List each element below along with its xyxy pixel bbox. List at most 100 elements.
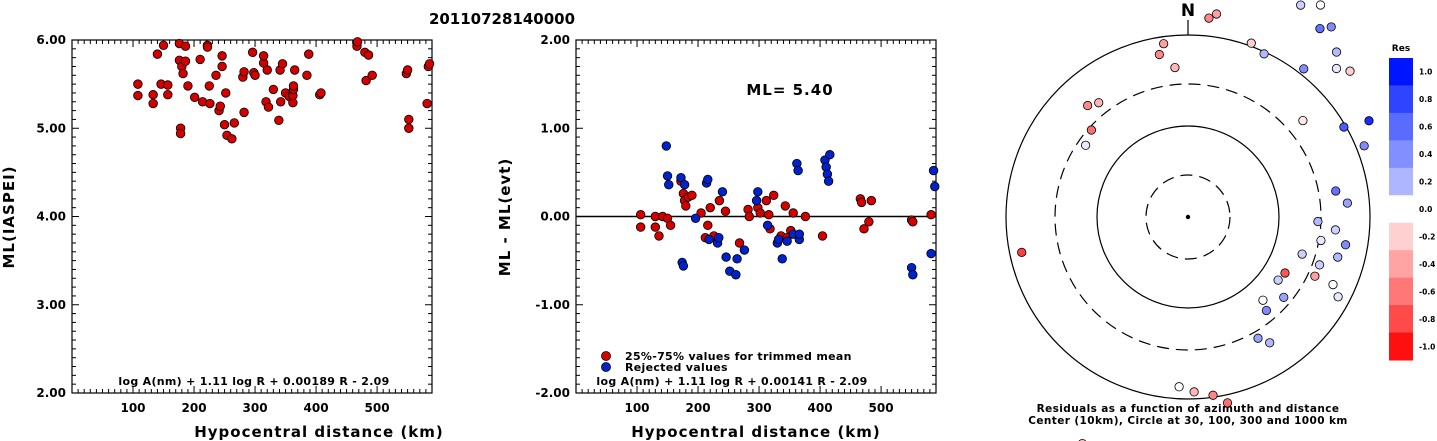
panel2-point-trimmed — [720, 206, 731, 216]
panel2-xtick-label: 400 — [808, 401, 833, 415]
panel1-point — [217, 51, 227, 61]
colorbar-segment — [1389, 195, 1413, 224]
panel1-point — [352, 37, 363, 47]
residual-point — [1189, 387, 1199, 397]
panel1-point — [404, 114, 414, 125]
residual-point — [1086, 125, 1096, 135]
panel1-point — [180, 56, 191, 66]
residual-point — [1315, 23, 1325, 34]
panel1-point — [304, 49, 314, 59]
panel1-point — [274, 115, 284, 126]
ring-1000km — [1005, 34, 1371, 400]
panel2-ytick-label: -2.00 — [535, 386, 570, 400]
panel2-point-rejected — [731, 270, 741, 280]
panel1-point — [215, 101, 225, 111]
colorbar-segment — [1389, 222, 1413, 251]
residual-point — [1094, 98, 1104, 108]
panel1-ytick-label: 5.00 — [36, 121, 66, 135]
residual-point — [1326, 22, 1336, 32]
panel2-xtick-label: 200 — [686, 401, 711, 415]
panel1-xtick-label: 100 — [120, 401, 145, 415]
residual-point — [1339, 122, 1349, 132]
panel2-point-rejected — [794, 229, 805, 239]
panel2-point-rejected — [662, 171, 673, 181]
residual-point — [1315, 0, 1326, 10]
panel2-point-rejected — [679, 180, 690, 190]
residual-point — [1265, 338, 1275, 348]
panel1-point — [316, 88, 326, 98]
panel2-point-trimmed — [744, 211, 754, 222]
panel1-point — [302, 70, 312, 81]
panel1-point — [163, 90, 173, 100]
panel2-point-rejected — [690, 213, 701, 223]
panel1-point — [361, 75, 371, 86]
panel1-point — [183, 81, 193, 91]
panel1-point — [250, 70, 260, 81]
ring-300km — [1054, 83, 1322, 351]
residual-point — [1345, 66, 1355, 76]
residual-point — [1081, 140, 1091, 150]
panel1-formula: log A(nm) + 1.11 log R + 0.00189 R - 2.0… — [118, 375, 389, 388]
panel2-point-rejected — [753, 187, 763, 197]
colorbar-tick-label: 0.4 — [1419, 150, 1432, 159]
residual-point — [1316, 235, 1326, 246]
colorbar-segment — [1389, 58, 1413, 86]
panel2-ylabel: ML - ML(evt) — [496, 158, 514, 276]
panel1-ytick-label: 4.00 — [36, 210, 66, 224]
panel1-point — [268, 84, 279, 95]
residual-point — [1296, 0, 1306, 10]
panel2-point-trimmed — [864, 217, 874, 227]
panel2-ml-annotation: ML= 5.40 — [746, 81, 833, 99]
panel1-point — [290, 65, 300, 75]
residual-point — [1331, 63, 1342, 74]
residual-point — [1154, 49, 1164, 60]
colorbar-segment — [1389, 250, 1413, 279]
panel1-point — [133, 90, 143, 101]
residual-point — [1333, 252, 1343, 262]
ring-30km — [1145, 174, 1231, 260]
map-caption-line1: Residuals as a function of azimuth and d… — [1037, 403, 1340, 415]
panel2-point-trimmed — [788, 208, 798, 218]
residual-point — [1328, 280, 1338, 290]
panel2-point-trimmed — [768, 190, 779, 201]
panel2-point-rejected — [751, 195, 762, 206]
panel2-point-trimmed — [650, 222, 661, 232]
panel1-point — [404, 123, 414, 133]
residual-point — [1314, 260, 1325, 270]
panel2-point-rejected — [732, 254, 742, 264]
residual-point — [1297, 249, 1307, 259]
panel2-point-rejected — [661, 141, 672, 151]
panel1-point — [239, 107, 249, 118]
colorbar-segment — [1389, 305, 1413, 334]
panel1-point — [258, 51, 269, 61]
panel2-point-trimmed — [800, 211, 811, 222]
panel2-xlabel: Hypocentral distance (km) — [631, 423, 881, 441]
panel1-point — [148, 90, 158, 100]
panel2-point-trimmed — [761, 195, 772, 206]
colorbar-title: Res — [1392, 44, 1410, 54]
panel2-point-rejected — [703, 174, 713, 185]
legend-marker-rejected — [601, 362, 611, 372]
residual-point — [1170, 62, 1180, 73]
panel2-point-rejected — [721, 252, 731, 262]
panel1-point — [363, 50, 374, 60]
panel2-point-rejected — [714, 232, 724, 243]
legend-label-rejected: Rejected values — [625, 361, 728, 374]
panel2-ytick-label: 1.00 — [540, 121, 570, 135]
panel1-ylabel: ML(IASPEI) — [0, 165, 18, 268]
ring-100km — [1096, 125, 1280, 309]
panel1-xlabel: Hypocentral distance (km) — [194, 423, 444, 441]
residual-point — [1258, 295, 1268, 305]
residual-point — [1273, 275, 1283, 285]
panel1-point — [202, 42, 213, 52]
residual-point — [1211, 9, 1222, 19]
panel2-point-rejected — [823, 176, 834, 186]
panel1-xtick-label: 200 — [182, 401, 207, 415]
colorbar-segment — [1389, 277, 1413, 306]
colorbar-tick-label: 0.0 — [1419, 205, 1432, 214]
panel2-point-trimmed — [714, 195, 725, 206]
panel2-point-trimmed — [856, 197, 867, 208]
panel2-point-trimmed — [926, 210, 936, 220]
panel1-point — [205, 98, 215, 109]
panel2-point-trimmed — [705, 202, 715, 213]
